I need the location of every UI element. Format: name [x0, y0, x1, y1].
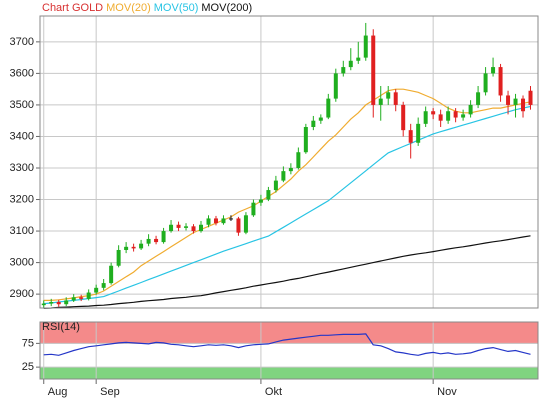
candle-body	[243, 215, 248, 233]
candle-body	[528, 90, 533, 105]
candle-body	[356, 57, 361, 61]
candle-body	[64, 300, 69, 305]
y-tick-label: 75	[22, 337, 34, 349]
legend-entry: MOV(20)	[106, 2, 151, 14]
rsi-zone	[40, 367, 538, 379]
candle-body	[461, 114, 466, 118]
candle-body	[56, 302, 61, 305]
y-tick-label: 3400	[10, 130, 34, 142]
candle-body	[498, 67, 503, 96]
legend-entry: MOV(50)	[154, 2, 199, 14]
candle-body	[431, 111, 436, 115]
candle-body	[161, 231, 166, 243]
y-tick-label: 3600	[10, 67, 34, 79]
candle-body	[94, 287, 99, 293]
candle-body	[251, 202, 256, 216]
candle-body	[506, 95, 511, 105]
candle-body	[116, 249, 121, 266]
candle-body	[303, 126, 308, 153]
candle-body	[176, 224, 181, 228]
candle-body	[199, 224, 204, 232]
x-tick-label: Nov	[437, 386, 457, 398]
moving-average	[43, 88, 531, 301]
candle-body	[71, 297, 76, 301]
candle-body	[213, 218, 218, 224]
candle-body	[476, 92, 481, 105]
candle-body	[423, 111, 428, 124]
candle-body	[371, 35, 376, 105]
candle-body	[408, 130, 413, 143]
candle-body	[131, 246, 136, 249]
candle-body	[124, 246, 129, 250]
x-tick-label: Okt	[265, 386, 282, 398]
candle-body	[333, 73, 338, 99]
y-tick-label: 3500	[10, 99, 34, 111]
rsi-zone	[39, 321, 539, 344]
candle-body	[318, 117, 323, 121]
candle-body	[154, 238, 159, 243]
candle-body	[401, 104, 406, 131]
candle-body	[41, 303, 46, 306]
candle-body	[348, 60, 353, 68]
candle-body	[169, 224, 174, 232]
candle-body	[101, 283, 106, 288]
candle-body	[296, 152, 301, 168]
candle-body	[221, 218, 226, 224]
x-tick-label: Sep	[100, 386, 120, 398]
candle-body	[146, 238, 151, 244]
candle-body	[468, 104, 473, 115]
candle-body	[326, 98, 331, 118]
candle-body	[438, 114, 443, 121]
candle-body	[446, 111, 451, 121]
candle-body	[416, 123, 421, 143]
candle-body	[109, 265, 114, 284]
plot-frame	[39, 15, 539, 309]
candle-body	[266, 190, 271, 200]
candle-body	[206, 218, 211, 225]
plot-frame	[39, 321, 539, 380]
candle-body	[453, 111, 458, 118]
x-tick-label: Aug	[48, 386, 68, 398]
y-tick-label: 3300	[10, 162, 34, 174]
moving-average	[43, 105, 531, 305]
candle-body	[228, 218, 233, 220]
candle-body	[483, 73, 488, 93]
y-tick-label: 3200	[10, 193, 34, 205]
rsi-label: RSI(14)	[42, 321, 80, 333]
moving-average	[43, 235, 531, 309]
rsi-line	[43, 333, 531, 356]
candle-body	[288, 167, 293, 172]
candle-body	[281, 171, 286, 181]
y-tick-label: 2900	[10, 288, 34, 300]
candle-body	[49, 302, 54, 304]
candle-body	[139, 243, 144, 249]
candle-body	[341, 67, 346, 74]
legend-entry: MOV(200)	[201, 2, 252, 14]
candle-body	[191, 226, 196, 232]
candle-body	[363, 35, 368, 58]
candle-body	[86, 292, 91, 299]
y-tick-label: 3000	[10, 256, 34, 268]
y-tick-label: 3100	[10, 225, 34, 237]
candle-body	[521, 98, 526, 112]
candle-body	[184, 226, 189, 228]
candle-body	[273, 180, 278, 191]
candle-body	[236, 218, 241, 233]
candle-body	[311, 120, 316, 127]
candle-body	[386, 92, 391, 99]
y-tick-label: 25	[22, 361, 34, 373]
candle-body	[513, 98, 518, 105]
y-tick-label: 3700	[10, 36, 34, 48]
candle-body	[79, 297, 84, 299]
candle-body	[378, 98, 383, 105]
candle-body	[393, 92, 398, 105]
candle-body	[258, 199, 263, 203]
legend-entry: Chart GOLD	[42, 2, 103, 14]
candle-body	[491, 67, 496, 74]
